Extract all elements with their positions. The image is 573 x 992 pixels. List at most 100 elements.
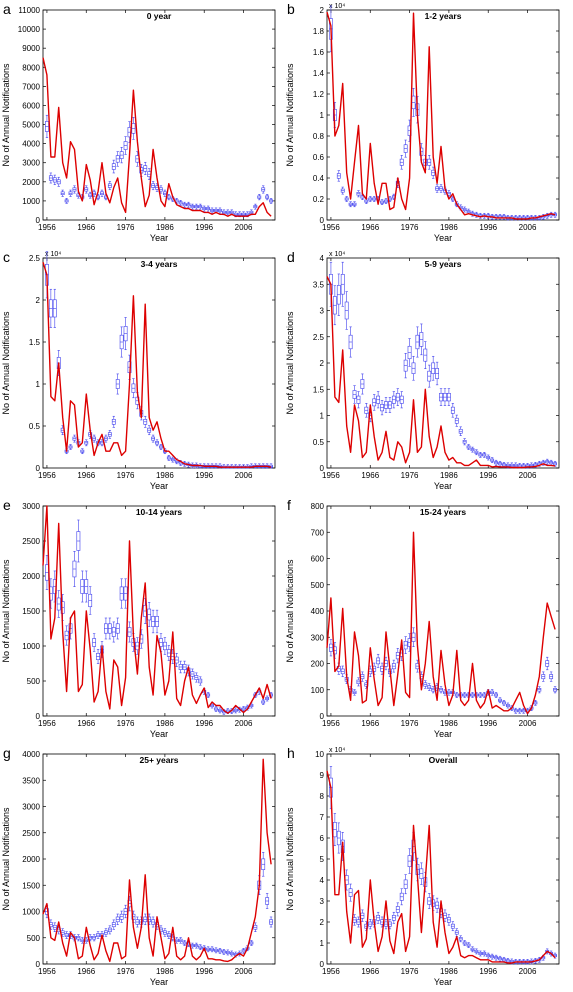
panel-letter: d — [287, 249, 295, 265]
x-tick-label: 1976 — [117, 719, 135, 728]
box-marker — [166, 645, 171, 661]
box-marker — [253, 203, 258, 210]
x-tick-label: 1986 — [440, 223, 458, 232]
box-marker — [88, 191, 93, 199]
box-marker — [131, 378, 136, 399]
box-marker — [541, 671, 546, 682]
box-marker — [352, 689, 357, 696]
x-tick-label: 2006 — [519, 471, 537, 480]
box-marker — [537, 686, 542, 694]
box-marker — [443, 909, 447, 922]
box-marker — [395, 902, 400, 917]
x-axis-label: Year — [150, 729, 168, 739]
box-marker — [549, 211, 554, 218]
x-axis-label: Year — [434, 233, 452, 243]
box-marker — [100, 189, 104, 197]
x-tick-label: 1986 — [440, 471, 458, 480]
box-marker — [348, 201, 353, 208]
panel-letter: e — [3, 497, 11, 513]
y-tick-label: 0 — [320, 960, 325, 969]
box-marker — [384, 919, 388, 930]
plot-frame — [42, 9, 276, 221]
box-marker — [147, 602, 152, 627]
box-marker — [344, 291, 349, 330]
box-marker — [131, 117, 136, 140]
x-tick-label: 1956 — [38, 223, 56, 232]
y-tick-label: 1 — [320, 111, 325, 120]
box-marker — [107, 617, 112, 640]
box-marker — [96, 931, 100, 939]
x-tick-label: 1986 — [440, 967, 458, 976]
y-tick-label: 1.8 — [313, 27, 325, 36]
box-marker — [214, 706, 218, 712]
box-marker — [427, 893, 432, 909]
y-tick-label: 2 — [320, 918, 325, 927]
box-marker — [147, 168, 152, 180]
box-marker — [502, 700, 506, 706]
y-tick-label: 500 — [311, 581, 325, 590]
box-marker — [549, 459, 554, 466]
box-marker — [446, 388, 451, 406]
box-marker — [84, 439, 89, 447]
y-axis-label: No of Annual Notifications — [285, 311, 295, 415]
y-tick-label: 11000 — [18, 6, 40, 15]
box-marker — [115, 373, 120, 395]
y-axis-multiplier: x 10⁴ — [45, 251, 61, 258]
y-tick-label: 8000 — [22, 63, 40, 72]
box-marker — [221, 949, 226, 955]
box-marker — [478, 692, 483, 698]
box-marker — [107, 925, 112, 935]
box-marker — [162, 637, 167, 655]
box-marker — [388, 397, 392, 413]
plot-frame — [326, 505, 560, 717]
box-marker — [403, 139, 408, 158]
box-marker — [107, 430, 112, 439]
panel-title: 0 year — [147, 11, 172, 21]
box-marker — [218, 207, 222, 214]
box-marker — [64, 625, 69, 646]
series-line — [326, 276, 556, 469]
x-tick-label: 1976 — [401, 223, 419, 232]
x-tick-label: 1996 — [479, 223, 497, 232]
y-tick-label: 2000 — [22, 178, 40, 187]
box-marker — [104, 617, 108, 640]
y-tick-label: 2000 — [22, 855, 40, 864]
box-marker — [454, 928, 459, 937]
y-tick-label: 200 — [311, 660, 325, 669]
box-marker — [96, 649, 100, 664]
box-marker — [60, 189, 65, 197]
plot-frame — [42, 257, 276, 469]
y-tick-label: 9 — [320, 771, 325, 780]
box-marker — [407, 338, 412, 367]
x-axis-label: Year — [434, 729, 452, 739]
x-tick-label: 2006 — [519, 719, 537, 728]
box-marker — [206, 205, 211, 212]
box-marker — [76, 519, 81, 563]
x-tick-label: 2006 — [235, 967, 253, 976]
box-marker — [458, 426, 463, 436]
x-tick-label: 1976 — [117, 967, 135, 976]
chart-panel-h: 0 1 2 3 4 5 6 7 8 9 10 1956 1966 1976 1986 1996 2006 Year… — [285, 745, 560, 987]
box-marker — [517, 707, 522, 714]
panel-letter: f — [287, 497, 291, 513]
y-tick-label: 600 — [311, 555, 325, 564]
box-marker — [466, 444, 471, 450]
box-marker — [198, 944, 203, 951]
y-tick-label: 4 — [320, 254, 325, 263]
box-marker — [135, 151, 140, 167]
box-series — [329, 5, 557, 221]
box-marker — [545, 458, 550, 465]
y-tick-label: 1000 — [22, 197, 40, 206]
y-tick-label: 2.5 — [313, 333, 325, 342]
box-marker — [218, 707, 222, 714]
box-marker — [143, 415, 148, 428]
y-axis-multiplier: x 10⁴ — [329, 3, 345, 10]
y-tick-label: 9000 — [22, 44, 40, 53]
x-axis-label: Year — [434, 977, 452, 987]
y-tick-label: 1.5 — [313, 385, 325, 394]
box-marker — [443, 388, 447, 406]
box-marker — [356, 391, 361, 409]
box-marker — [462, 940, 467, 946]
box-marker — [151, 434, 156, 443]
y-tick-label: 8 — [320, 792, 325, 801]
